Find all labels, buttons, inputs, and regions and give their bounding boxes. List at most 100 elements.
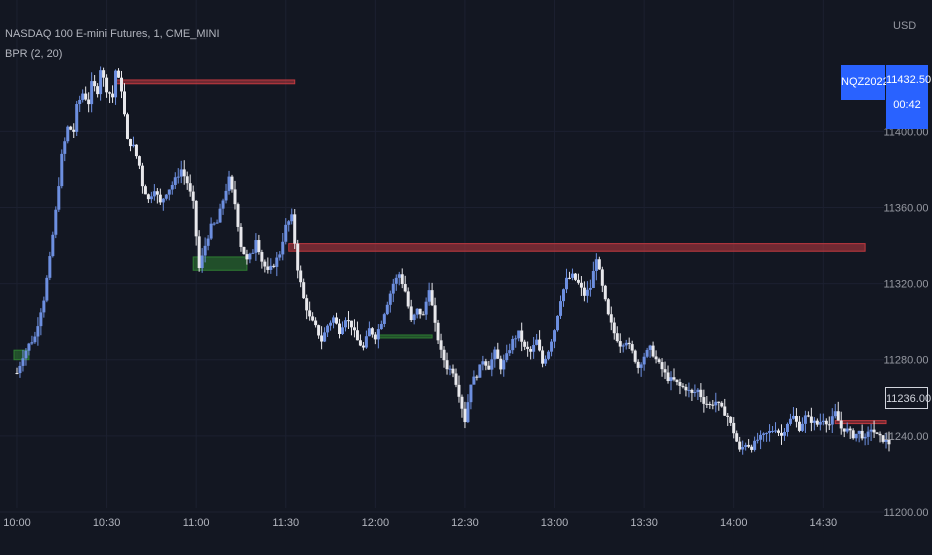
candle-body (451, 368, 455, 374)
candle-body (242, 246, 246, 255)
candle-body (442, 349, 446, 361)
candle-body (96, 86, 100, 95)
candle-body (815, 420, 819, 425)
x-tick-label: 13:30 (630, 517, 658, 529)
candle-body (812, 420, 816, 423)
candle-body (51, 234, 55, 257)
candle-body (708, 404, 712, 406)
candle-body (421, 314, 425, 316)
candle-body (657, 359, 661, 363)
candle-body (394, 277, 398, 284)
candle-body (463, 408, 467, 423)
candle-body (302, 282, 306, 299)
candle-body (66, 126, 70, 142)
candle-body (585, 289, 589, 296)
candle-body (311, 316, 315, 321)
candle-body (559, 301, 563, 316)
candle-body (806, 415, 810, 417)
candle-body (872, 429, 876, 433)
candle-body (179, 169, 183, 177)
candle-body (457, 384, 461, 397)
candle-body (439, 340, 443, 350)
candle-body (615, 333, 619, 342)
x-tick-label: 13:00 (541, 517, 569, 529)
candle-body (308, 310, 312, 317)
candle-body (191, 191, 195, 201)
candle-body (496, 349, 500, 359)
bullish-zone (374, 334, 433, 339)
candle-body (212, 223, 216, 225)
candle-body (851, 430, 855, 439)
candle-body (600, 269, 604, 286)
candle-body (263, 261, 267, 267)
candle-body (735, 433, 739, 442)
candle-body (570, 273, 574, 278)
symbol-price-tag: NQZ2022 (841, 65, 889, 100)
candle-body (887, 439, 891, 445)
candle-body (502, 360, 506, 370)
candle-body (418, 308, 422, 315)
candle-body (125, 114, 129, 139)
candle-body (149, 196, 153, 200)
candle-body (448, 368, 452, 370)
candle-body (845, 428, 849, 432)
candle-body (197, 236, 201, 269)
candle-body (669, 377, 673, 382)
candle-body (131, 144, 135, 147)
candle-body (750, 446, 754, 450)
candle-body (794, 415, 798, 422)
candle-body (143, 186, 147, 195)
x-tick-label: 14:00 (720, 517, 748, 529)
candle-body (269, 265, 273, 270)
candle-body (738, 441, 742, 450)
candle-body (699, 389, 703, 398)
candle-body (821, 420, 825, 422)
candle-body (427, 290, 431, 302)
candle-body (436, 322, 440, 341)
candle-body (517, 330, 521, 339)
candle-body (678, 382, 682, 386)
candle-body (388, 293, 392, 305)
candle-body (756, 439, 760, 441)
candle-body (582, 287, 586, 296)
candle-body (561, 289, 565, 302)
indicator-label[interactable]: BPR (2, 20) (5, 48, 63, 60)
candle-body (188, 183, 192, 192)
candle-body (642, 356, 646, 365)
candle-body (490, 359, 494, 370)
candle-body (164, 194, 168, 199)
y-tick-label: 11360.00 (883, 202, 928, 214)
bearish-zone (288, 243, 866, 252)
candle-body (609, 314, 613, 323)
candle-body (254, 240, 258, 253)
candle-body (382, 314, 386, 324)
candle-body (158, 194, 162, 203)
candle-body (672, 377, 676, 380)
candle-body (830, 416, 834, 425)
symbol-title[interactable]: NASDAQ 100 E-mini Futures, 1, CME_MINI (5, 28, 220, 40)
candle-body (788, 418, 792, 424)
candle-body (511, 338, 515, 351)
candle-body (287, 221, 291, 225)
candle-body (409, 306, 413, 321)
candle-body (90, 81, 94, 105)
candle-body (114, 70, 118, 98)
candle-body (332, 317, 336, 323)
candle-body (27, 343, 31, 351)
candle-body (741, 446, 745, 450)
x-tick-label: 11:30 (272, 517, 299, 529)
candle-body (379, 323, 383, 330)
candle-body (854, 433, 858, 439)
candle-body (33, 336, 37, 343)
candle-body (663, 369, 667, 373)
candle-body (875, 432, 879, 434)
candle-body (152, 191, 156, 197)
candle-body (134, 144, 138, 157)
candle-body (329, 322, 333, 326)
y-tick-label: 11240.00 (883, 431, 928, 443)
candle-body (762, 433, 766, 435)
candle-body (884, 439, 888, 442)
candle-body (774, 430, 778, 432)
